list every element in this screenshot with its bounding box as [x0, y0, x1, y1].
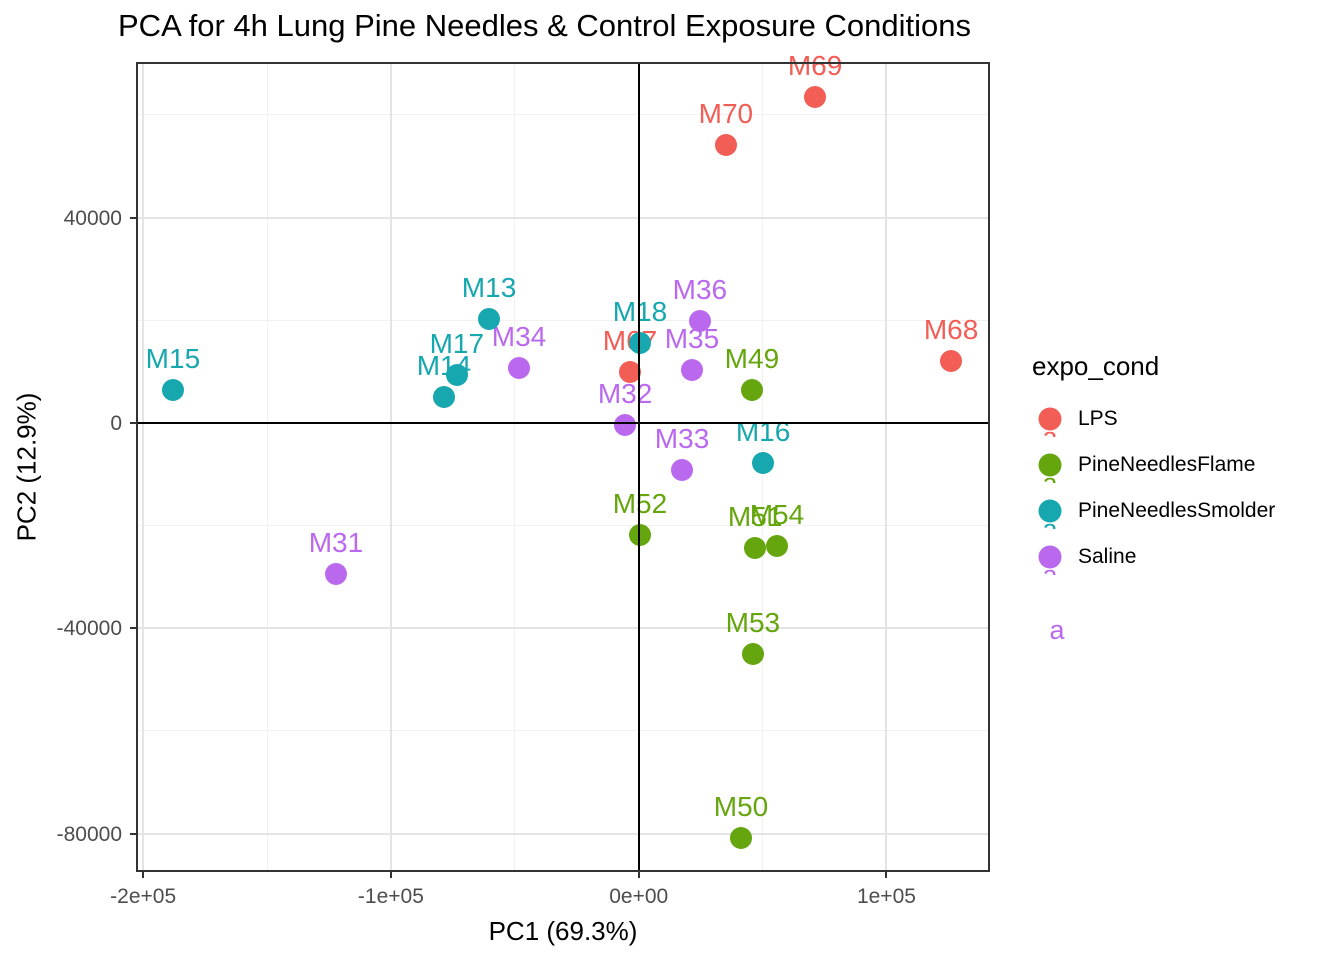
legend-key-text: a — [1042, 468, 1058, 483]
x-axis-title: PC1 (69.3%) — [488, 916, 638, 946]
data-point-m31 — [324, 563, 347, 586]
legend-item-lps: a LPS — [1032, 396, 1275, 442]
point-label-m54: M54 — [749, 499, 805, 531]
data-point-m68 — [940, 350, 963, 373]
legend-swatch-pineneedlesflame — [1038, 453, 1062, 477]
y-axis-tick — [130, 216, 136, 219]
data-point-m70 — [714, 134, 737, 157]
legend-swatch-pineneedlessmolder — [1038, 499, 1062, 523]
data-point-m14 — [432, 386, 455, 409]
zero-line-horizontal — [136, 421, 990, 424]
point-label-m49: M49 — [724, 343, 780, 374]
data-point-m52 — [628, 524, 651, 547]
y-axis-tick-label: 40000 — [63, 206, 122, 230]
y-axis-tick — [130, 832, 136, 835]
legend-title: expo_cond — [1032, 351, 1160, 381]
legend-item-pineneedlessmolder: a PineNeedlesSmolder — [1032, 488, 1275, 534]
data-point-m34 — [508, 356, 531, 379]
x-axis-tick — [885, 872, 888, 878]
legend-item-pineneedlesflame: a PineNeedlesFlame — [1032, 442, 1275, 488]
legend-key-saline: a — [1032, 539, 1068, 575]
point-label-m69: M69 — [787, 50, 843, 82]
data-point-m33 — [671, 459, 694, 482]
legend-key-pineneedlessmolder: a — [1032, 493, 1068, 529]
point-label-m53: M53 — [725, 607, 781, 639]
data-point-m35 — [680, 358, 703, 381]
gridline-x-minor — [266, 62, 268, 872]
x-axis-tick — [142, 872, 145, 878]
legend-label-saline: Saline — [1078, 545, 1137, 568]
data-point-m36 — [688, 310, 711, 333]
gridline-x-minor — [514, 62, 516, 872]
point-label-m31: M31 — [308, 527, 364, 559]
data-point-m54 — [765, 535, 788, 558]
legend-key-lps: a — [1032, 401, 1068, 437]
point-label-m13: M13 — [461, 272, 517, 304]
data-point-m16 — [752, 452, 775, 475]
point-label-m33: M33 — [654, 423, 710, 455]
gridline-y-minor — [136, 114, 990, 116]
y-axis-tick-label: -40000 — [56, 617, 122, 641]
legend-items: a LPS a PineNeedlesFlame a PineNeedlesSmolder… — [1032, 396, 1275, 644]
point-label-m51: M51 — [727, 501, 783, 533]
plot-panel: M67M68M69M70M49M50M51M52M53M54M13M14M15M… — [136, 52, 990, 872]
gridline-x-major — [389, 62, 392, 872]
legend-key-text: a — [1042, 514, 1058, 529]
point-label-m32: M32 — [597, 377, 653, 409]
y-axis-tick-label: 0 — [110, 411, 122, 435]
point-label-m34: M34 — [491, 320, 547, 352]
x-axis-tick — [637, 872, 640, 878]
data-point-m32 — [614, 413, 637, 436]
data-point-m53 — [741, 643, 764, 666]
legend-key-text: a — [1042, 422, 1058, 437]
chart-title: PCA for 4h Lung Pine Needles & Control E… — [118, 8, 971, 43]
y-axis-tick — [130, 421, 136, 424]
point-label-m18: M18 — [612, 296, 668, 328]
x-axis-tick-label: 0e+00 — [609, 885, 669, 908]
legend-swatch-lps — [1038, 407, 1062, 431]
data-point-m51 — [744, 537, 767, 560]
y-axis-tick-label: -80000 — [56, 822, 122, 846]
legend-key-text-a: a — [1049, 615, 1065, 645]
x-axis-tick — [389, 872, 392, 878]
gridline-y-minor — [136, 319, 990, 321]
legend: expo_cond a LPS a PineNeedlesFlame a PineNeed… — [1032, 350, 1275, 644]
point-label-m15: M15 — [145, 343, 201, 374]
data-point-m67 — [619, 361, 642, 384]
point-label-m52: M52 — [612, 488, 668, 520]
legend-key-text: a — [1042, 560, 1058, 575]
gridline-y-major — [136, 216, 990, 219]
legend-key-pineneedlesflame: a — [1032, 447, 1068, 483]
gridline-x-major — [885, 62, 888, 872]
legend-label-lps: LPS — [1078, 407, 1118, 430]
gridline-y-major — [136, 832, 990, 835]
data-point-m50 — [730, 827, 752, 850]
data-point-m13 — [478, 308, 501, 331]
point-label-m50: M50 — [713, 791, 769, 823]
legend-swatch-saline — [1038, 545, 1062, 569]
x-axis-tick-label: -1e+05 — [357, 885, 424, 908]
gridline-y-major — [136, 627, 990, 630]
gridline-y-minor — [136, 525, 990, 527]
x-axis-tick-label: 1e+05 — [856, 885, 916, 908]
point-label-m70: M70 — [698, 98, 754, 130]
data-point-m69 — [804, 86, 827, 109]
data-point-m18 — [628, 332, 651, 355]
data-point-m17 — [445, 364, 468, 387]
legend-label-pineneedlesflame: PineNeedlesFlame — [1078, 453, 1256, 476]
point-label-m68: M68 — [923, 314, 979, 346]
data-point-m49 — [740, 379, 763, 401]
zero-line-vertical — [637, 62, 640, 872]
point-label-m17: M17 — [429, 328, 485, 360]
legend-label-pineneedlessmolder: PineNeedlesSmolder — [1078, 499, 1276, 522]
point-label-m36: M36 — [672, 274, 728, 306]
y-axis-tick — [130, 627, 136, 630]
gridline-x-major — [142, 62, 145, 872]
data-point-m15 — [161, 379, 184, 401]
legend-item-saline: a Saline — [1032, 534, 1275, 580]
gridline-y-minor — [136, 730, 990, 732]
x-axis-tick-label: -2e+05 — [110, 885, 177, 908]
